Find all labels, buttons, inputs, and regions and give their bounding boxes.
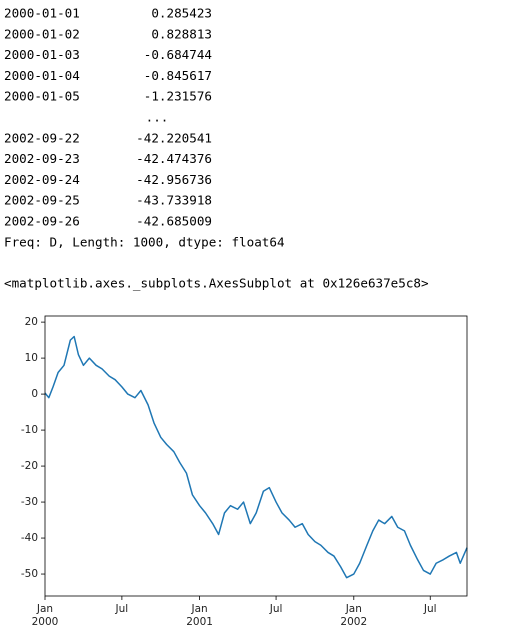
x-tick-year: 2001 xyxy=(186,616,213,628)
series-value: -42.220541 xyxy=(136,130,212,145)
y-tick-label: -30 xyxy=(21,496,38,508)
x-tick-label: Jul xyxy=(115,603,129,615)
x-tick-label: Jul xyxy=(269,603,283,615)
index-date: 2002-09-22 xyxy=(4,130,80,145)
series-value: 0.828813 xyxy=(151,26,212,41)
series-value: -1.231576 xyxy=(144,89,212,104)
index-date: 2002-09-24 xyxy=(4,172,80,187)
x-tick-label: Jan xyxy=(345,603,362,615)
data-line xyxy=(44,335,468,579)
x-tick-year: 2002 xyxy=(340,616,367,628)
ellipsis: ... xyxy=(146,110,169,125)
index-date: 2000-01-04 xyxy=(4,68,80,83)
y-tick-label: -20 xyxy=(21,460,38,472)
summary: Freq: D, Length: 1000, dtype: float64 xyxy=(4,234,285,249)
x-tick-label: Jan xyxy=(191,603,208,615)
index-date: 2002-09-23 xyxy=(4,151,80,166)
y-tick-label: 20 xyxy=(25,316,38,328)
index-date: 2000-01-05 xyxy=(4,89,80,104)
series-value: -42.474376 xyxy=(136,151,212,166)
index-date: 2000-01-01 xyxy=(4,6,80,21)
y-tick-label: -10 xyxy=(21,424,38,436)
index-date: 2000-01-03 xyxy=(4,47,80,62)
series-value: -0.845617 xyxy=(144,68,212,83)
x-tick-label: Jul xyxy=(423,603,437,615)
series-value: -42.956736 xyxy=(136,172,212,187)
series-value: -43.733918 xyxy=(136,193,212,208)
index-date: 2002-09-26 xyxy=(4,214,80,229)
y-tick-label: -50 xyxy=(21,568,38,580)
x-tick-year: 2000 xyxy=(32,616,59,628)
repr: <matplotlib.axes._subplots.AxesSubplot a… xyxy=(4,276,429,291)
x-tick-label: Jan xyxy=(36,603,53,615)
series-value: -42.685009 xyxy=(136,214,212,229)
y-tick-label: -40 xyxy=(21,532,38,544)
series-value: 0.285423 xyxy=(151,6,212,21)
y-tick-label: 10 xyxy=(25,352,38,364)
index-date: 2000-01-02 xyxy=(4,26,80,41)
y-tick-label: 0 xyxy=(31,388,38,400)
index-date: 2002-09-25 xyxy=(4,193,80,208)
series-value: -0.684744 xyxy=(144,47,212,62)
plot-frame xyxy=(44,315,468,597)
